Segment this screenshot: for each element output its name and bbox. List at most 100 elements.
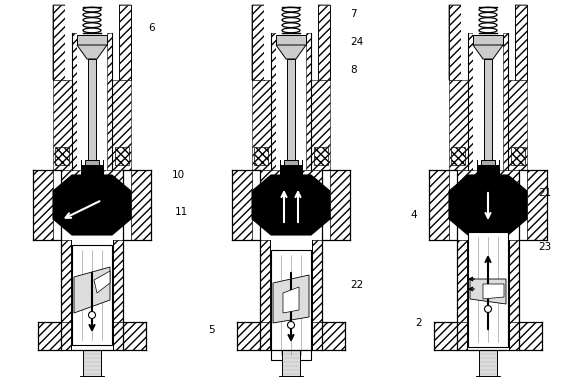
Bar [280, 165, 302, 176]
Bar [484, 59, 492, 165]
Text: 6: 6 [148, 23, 155, 33]
Bar [302, 170, 322, 193]
Polygon shape [252, 43, 264, 50]
Bar [260, 170, 280, 193]
Bar [499, 170, 519, 193]
Bar [53, 5, 65, 80]
Polygon shape [449, 12, 461, 20]
Circle shape [288, 322, 295, 328]
Circle shape [485, 305, 492, 313]
Bar [449, 5, 461, 80]
Polygon shape [273, 275, 309, 323]
Bar [509, 240, 519, 350]
Polygon shape [318, 20, 330, 28]
Text: 21: 21 [538, 188, 551, 198]
Polygon shape [449, 72, 461, 80]
Bar [276, 35, 306, 45]
Polygon shape [515, 20, 527, 28]
Bar [468, 232, 508, 347]
Text: 10: 10 [172, 170, 185, 180]
Polygon shape [515, 12, 527, 20]
Bar [72, 33, 77, 170]
Polygon shape [515, 43, 527, 50]
Polygon shape [119, 72, 131, 80]
Bar [53, 80, 72, 170]
Bar [477, 165, 499, 176]
Bar [119, 5, 131, 80]
Polygon shape [252, 65, 264, 72]
Bar [232, 170, 252, 240]
Bar [434, 322, 467, 350]
Polygon shape [449, 20, 461, 28]
Bar [252, 5, 264, 80]
Polygon shape [252, 20, 264, 28]
Polygon shape [252, 5, 264, 12]
Bar [88, 59, 96, 165]
Polygon shape [119, 58, 131, 65]
Text: 11: 11 [175, 207, 188, 217]
Polygon shape [318, 65, 330, 72]
Polygon shape [53, 12, 65, 20]
Polygon shape [53, 58, 65, 65]
Polygon shape [119, 43, 131, 50]
Polygon shape [449, 35, 461, 43]
Polygon shape [515, 58, 527, 65]
Polygon shape [252, 35, 264, 43]
Polygon shape [53, 50, 65, 58]
Polygon shape [94, 271, 110, 293]
Bar [61, 170, 81, 193]
Bar [509, 322, 542, 350]
Bar [311, 80, 330, 170]
Bar [449, 5, 461, 80]
Polygon shape [119, 65, 131, 72]
Polygon shape [252, 72, 264, 80]
Polygon shape [473, 45, 503, 59]
Bar [55, 147, 69, 165]
Polygon shape [252, 50, 264, 58]
Polygon shape [119, 50, 131, 58]
Bar [279, 376, 303, 377]
Bar [77, 35, 107, 45]
Polygon shape [318, 58, 330, 65]
Polygon shape [449, 65, 461, 72]
Polygon shape [318, 35, 330, 43]
Text: 2: 2 [415, 318, 421, 328]
Polygon shape [449, 175, 527, 235]
Bar [511, 147, 525, 165]
Polygon shape [318, 28, 330, 35]
Bar [53, 5, 65, 80]
Polygon shape [53, 20, 65, 28]
Polygon shape [77, 45, 107, 59]
Bar [112, 80, 131, 170]
Text: 7: 7 [350, 9, 357, 19]
Bar [476, 376, 500, 377]
Bar [481, 160, 495, 165]
Polygon shape [449, 28, 461, 35]
Polygon shape [252, 28, 264, 35]
Polygon shape [515, 72, 527, 80]
Polygon shape [53, 43, 65, 50]
Polygon shape [74, 267, 110, 313]
Bar [131, 170, 151, 240]
Bar [252, 80, 271, 170]
Bar [527, 170, 547, 240]
Bar [467, 240, 509, 350]
Text: 8: 8 [350, 65, 357, 75]
Polygon shape [53, 175, 131, 235]
Bar [72, 245, 112, 345]
Polygon shape [252, 58, 264, 65]
Polygon shape [318, 5, 330, 12]
Polygon shape [515, 65, 527, 72]
Bar [282, 350, 300, 377]
Bar [271, 250, 311, 360]
Bar [119, 5, 131, 80]
Polygon shape [318, 50, 330, 58]
Bar [457, 240, 467, 350]
Bar [71, 240, 113, 350]
Bar [115, 147, 129, 165]
Text: 22: 22 [350, 280, 363, 290]
Polygon shape [449, 43, 461, 50]
Bar [254, 147, 268, 165]
Bar [284, 160, 298, 165]
Text: 4: 4 [410, 210, 417, 220]
